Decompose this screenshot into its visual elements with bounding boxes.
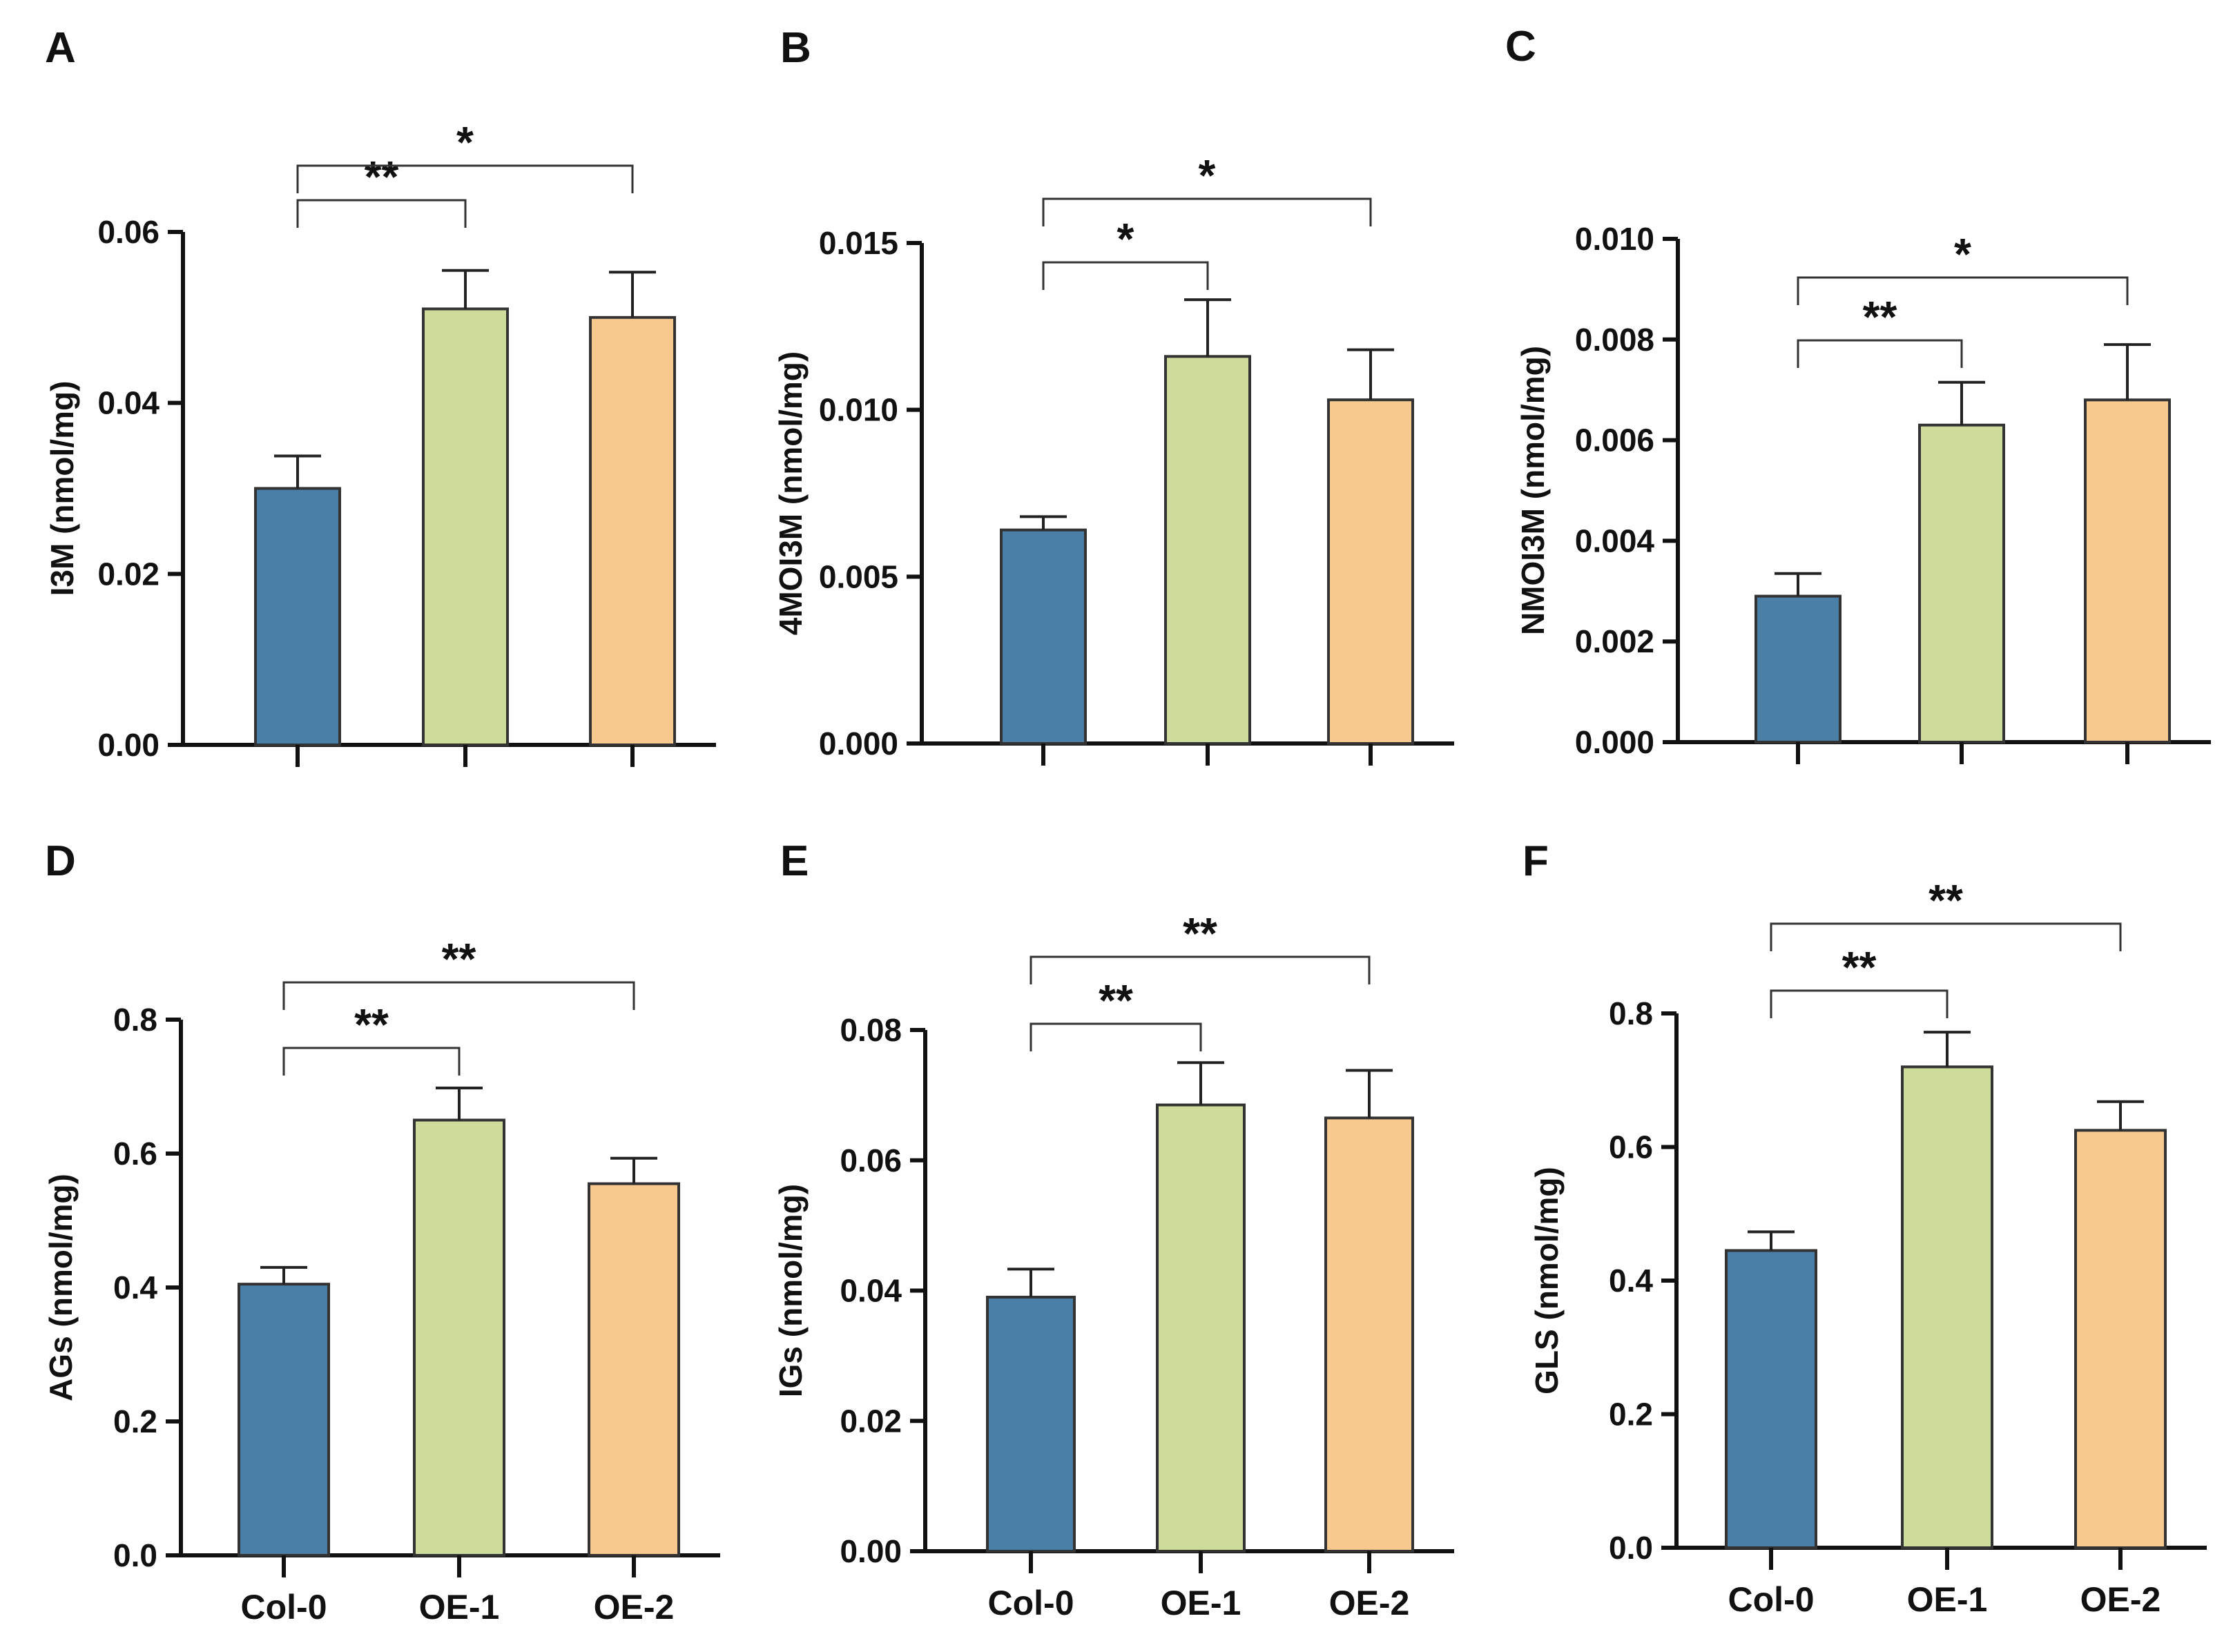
y-axis-title: I3M (nmol/mg) bbox=[44, 381, 80, 596]
y-tick-label: 0.000 bbox=[1575, 724, 1654, 760]
panel-label: A bbox=[45, 24, 76, 72]
significance-bracket bbox=[1770, 922, 2122, 951]
y-tick-label: 0.08 bbox=[840, 1012, 902, 1048]
y-tick-label: 0.000 bbox=[819, 726, 898, 761]
significance-label: ** bbox=[1842, 942, 1877, 992]
chart-panel-d: D 0.0 0.2 0.4 0.6 0.8 AGs (nmol/mg) Col-0 OE-1 OE… bbox=[43, 837, 720, 1626]
significance-bracket bbox=[1770, 989, 1949, 1018]
chart-panel-c: C 0.000 0.002 0.004 0.006 0.008 0.010 NMOI3M (n… bbox=[1505, 23, 2211, 764]
x-category-label: Col-0 bbox=[988, 1584, 1074, 1622]
x-category-label: OE-1 bbox=[1907, 1580, 1988, 1619]
y-tick-label: 0.04 bbox=[97, 385, 160, 421]
y-tick-label: 0.015 bbox=[819, 225, 898, 261]
chart-panel-b: B 0.000 0.005 0.010 0.015 4MOI3M (nmol/mg) * * bbox=[773, 24, 1454, 766]
bar-col-0 bbox=[1754, 594, 1842, 744]
significance-label: * bbox=[1117, 214, 1134, 264]
significance-bracket bbox=[1030, 1022, 1202, 1051]
significance-label: * bbox=[1199, 150, 1216, 200]
bar-oe-2 bbox=[2074, 1129, 2167, 1549]
significance-label: ** bbox=[365, 152, 399, 202]
y-tick-label: 0.004 bbox=[1575, 523, 1655, 558]
y-axis-title: AGs (nmol/mg) bbox=[43, 1174, 79, 1401]
significance-label: ** bbox=[1183, 908, 1217, 958]
panel-label: F bbox=[1522, 837, 1549, 885]
significance-label: ** bbox=[1099, 975, 1133, 1025]
panel-label: C bbox=[1505, 23, 1536, 70]
bar-oe-1 bbox=[1901, 1065, 1993, 1549]
significance-bracket bbox=[296, 164, 634, 193]
chart-panel-e: E 0.00 0.02 0.04 0.06 0.08 IGs (nmol/mg) Col-0 O… bbox=[773, 837, 1454, 1622]
y-tick-label: 0.2 bbox=[113, 1403, 157, 1439]
bar-oe-1 bbox=[1918, 423, 2005, 744]
x-category-label: OE-2 bbox=[1329, 1584, 1410, 1622]
bar-oe-2 bbox=[2084, 398, 2171, 744]
x-category-label: OE-2 bbox=[2080, 1580, 2161, 1619]
significance-bracket bbox=[1797, 276, 2129, 305]
bar-col-0 bbox=[254, 487, 341, 746]
y-tick-label: 0.010 bbox=[819, 392, 898, 428]
y-axis-title: 4MOI3M (nmol/mg) bbox=[773, 351, 809, 635]
significance-bracket bbox=[1042, 197, 1372, 226]
significance-label: ** bbox=[442, 934, 476, 984]
x-category-label: OE-1 bbox=[1161, 1584, 1241, 1622]
bar-col-0 bbox=[238, 1283, 330, 1557]
chart-panel-f: F 0.0 0.2 0.4 0.6 0.8 GLS (nmol/mg) Col-0 OE-1 OE… bbox=[1522, 837, 2207, 1619]
y-tick-label: 0.06 bbox=[97, 214, 160, 250]
panel-label: E bbox=[780, 837, 809, 885]
significance-label: * bbox=[456, 117, 474, 167]
y-tick-label: 0.00 bbox=[840, 1533, 902, 1569]
bar-oe-2 bbox=[1327, 398, 1414, 746]
y-tick-label: 0.4 bbox=[113, 1270, 157, 1305]
bar-oe-1 bbox=[1156, 1103, 1246, 1553]
significance-bracket bbox=[282, 981, 635, 1010]
y-tick-label: 0.8 bbox=[1609, 995, 1653, 1031]
y-tick-label: 0.008 bbox=[1575, 322, 1654, 358]
y-tick-label: 0.8 bbox=[113, 1002, 157, 1038]
y-tick-label: 0.02 bbox=[840, 1403, 902, 1439]
bar-oe-2 bbox=[1324, 1116, 1414, 1553]
significance-bracket bbox=[1797, 339, 1963, 368]
y-tick-label: 0.2 bbox=[1609, 1397, 1653, 1432]
significance-bracket bbox=[1042, 261, 1209, 290]
significance-bracket bbox=[282, 1047, 461, 1076]
bar-col-0 bbox=[1000, 528, 1087, 746]
bar-oe-1 bbox=[1164, 355, 1251, 745]
bar-col-0 bbox=[1725, 1249, 1817, 1550]
y-tick-label: 0.4 bbox=[1609, 1263, 1653, 1299]
y-tick-label: 0.010 bbox=[1575, 221, 1654, 257]
significance-label: ** bbox=[354, 1000, 389, 1049]
y-tick-label: 0.006 bbox=[1575, 422, 1654, 458]
y-tick-label: 0.005 bbox=[819, 558, 898, 594]
y-tick-label: 0.02 bbox=[97, 556, 160, 592]
bar-oe-2 bbox=[589, 315, 676, 747]
x-category-label: Col-0 bbox=[1728, 1580, 1815, 1619]
bar-oe-1 bbox=[422, 307, 509, 746]
bar-oe-1 bbox=[413, 1118, 505, 1557]
y-tick-label: 0.04 bbox=[840, 1273, 902, 1309]
y-tick-label: 0.002 bbox=[1575, 623, 1654, 659]
panel-label: B bbox=[780, 24, 811, 72]
y-axis-title: NMOI3M (nmol/mg) bbox=[1515, 346, 1551, 635]
panel-label: D bbox=[45, 837, 76, 885]
bar-col-0 bbox=[986, 1295, 1076, 1553]
significance-label: ** bbox=[1863, 292, 1897, 342]
significance-bracket bbox=[1030, 955, 1371, 984]
significance-bracket bbox=[296, 199, 467, 228]
x-category-label: OE-2 bbox=[594, 1588, 675, 1626]
y-tick-label: 0.06 bbox=[840, 1143, 902, 1178]
y-tick-label: 0.0 bbox=[113, 1537, 157, 1573]
bar-oe-2 bbox=[588, 1182, 680, 1557]
y-tick-label: 0.00 bbox=[97, 727, 160, 763]
y-tick-label: 0.6 bbox=[1609, 1129, 1653, 1165]
y-tick-label: 0.0 bbox=[1609, 1530, 1653, 1566]
significance-label: ** bbox=[1928, 875, 1963, 925]
y-axis-title: GLS (nmol/mg) bbox=[1529, 1167, 1565, 1395]
significance-label: * bbox=[1954, 229, 1971, 279]
x-category-label: Col-0 bbox=[241, 1588, 327, 1626]
y-tick-label: 0.6 bbox=[113, 1136, 157, 1172]
y-axis-title: IGs (nmol/mg) bbox=[773, 1184, 809, 1397]
x-category-label: OE-1 bbox=[419, 1588, 500, 1626]
